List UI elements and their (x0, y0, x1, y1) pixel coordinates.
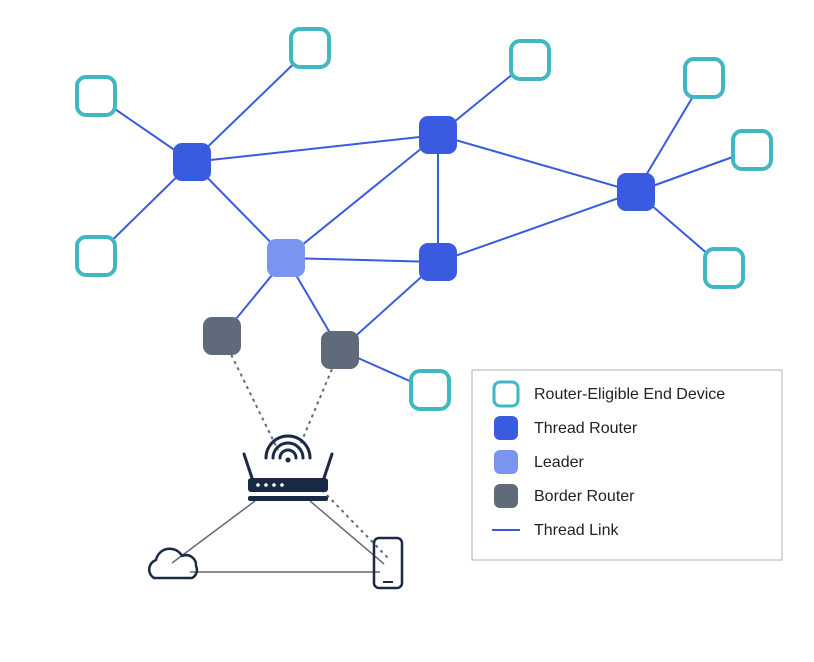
thread-link (286, 135, 438, 258)
legend-label: Thread Router (534, 420, 638, 437)
phone-icon (374, 538, 402, 588)
legend-label: Leader (534, 454, 584, 471)
router-node (617, 173, 655, 211)
reed-node (411, 371, 449, 409)
reed-node (733, 131, 771, 169)
cloud-icon (149, 549, 197, 578)
reed-node (291, 29, 329, 67)
legend-router-icon (494, 416, 518, 440)
legend-label: Router-Eligible End Device (534, 386, 725, 403)
border_router-node (203, 317, 241, 355)
dotted-link (322, 490, 388, 558)
legend-reed-icon (494, 382, 518, 406)
reed-node (705, 249, 743, 287)
router-node (173, 143, 211, 181)
legend: Router-Eligible End Device Thread Router L… (472, 370, 782, 560)
legend-border_router-icon (494, 484, 518, 508)
border_router-node (321, 331, 359, 369)
network-link (172, 501, 255, 563)
legend-leader-icon (494, 450, 518, 474)
thread-network-diagram: Router-Eligible End Device Thread Router L… (0, 0, 814, 662)
reed-node (511, 41, 549, 79)
legend-label: Border Router (534, 488, 635, 505)
thread-link (192, 135, 438, 162)
router-node (419, 243, 457, 281)
reed-node (77, 237, 115, 275)
legend-label: Thread Link (534, 522, 619, 539)
thread-link (438, 192, 636, 262)
thread-link (286, 258, 438, 262)
reed-node (685, 59, 723, 97)
reed-node (77, 77, 115, 115)
thread-link (438, 135, 636, 192)
leader-node (267, 239, 305, 277)
wifi-router-icon (244, 436, 332, 501)
router-node (419, 116, 457, 154)
